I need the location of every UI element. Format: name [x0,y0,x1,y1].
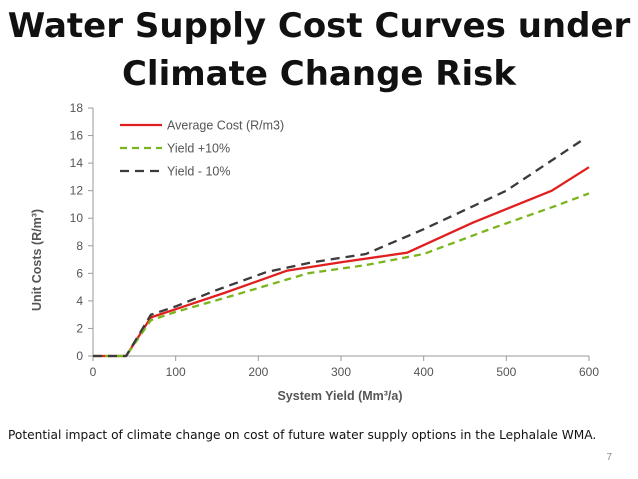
y-tick-label: 4 [76,294,83,308]
y-tick-label: 0 [76,349,83,363]
x-tick-label: 600 [579,365,599,379]
series-line-2 [93,192,590,358]
chart-legend: Average Cost (R/m3) Yield +10% Yield - 10% [120,119,284,179]
x-tick-label: 0 [90,365,97,379]
y-tick-label: 10 [70,211,84,225]
series-line-3 [93,140,582,358]
series-line-1 [93,166,590,358]
slide-title: Water Supply Cost Curves under Climate C… [0,2,638,98]
x-axis-label: System Yield (Mm³/a) [277,389,402,403]
y-tick-label: 6 [76,266,83,280]
y-tick-label: 12 [70,184,84,198]
y-tick-label: 16 [70,129,84,143]
x-tick-label: 300 [331,365,351,379]
slide-caption: Potential impact of climate change on co… [8,428,597,442]
legend-label-1: Average Cost (R/m3) [167,119,284,133]
chart-series [93,140,590,358]
y-tick-label: 2 [76,321,83,335]
page-number: 7 [606,452,612,463]
y-tick-label: 8 [76,239,83,253]
y-tick-label: 14 [70,156,84,170]
chart-axes: 0 2 4 6 8 10 12 14 16 18 0 100 200 300 400 500 600 [70,101,600,379]
legend-label-2: Yield +10% [167,142,230,156]
x-tick-label: 500 [496,365,516,379]
x-tick-label: 200 [248,365,268,379]
legend-label-3: Yield - 10% [167,165,230,179]
x-tick-label: 400 [414,365,434,379]
cost-curve-chart: 0 2 4 6 8 10 12 14 16 18 0 100 200 300 400 500 600 Avera… [30,101,600,403]
y-tick-label: 18 [70,101,84,115]
slide-title-line-2: Climate Change Risk [121,54,516,94]
slide-title-line-1: Water Supply Cost Curves under [7,6,631,46]
x-tick-label: 100 [166,365,186,379]
y-axis-label: Unit Costs (R/m³) [30,209,44,311]
